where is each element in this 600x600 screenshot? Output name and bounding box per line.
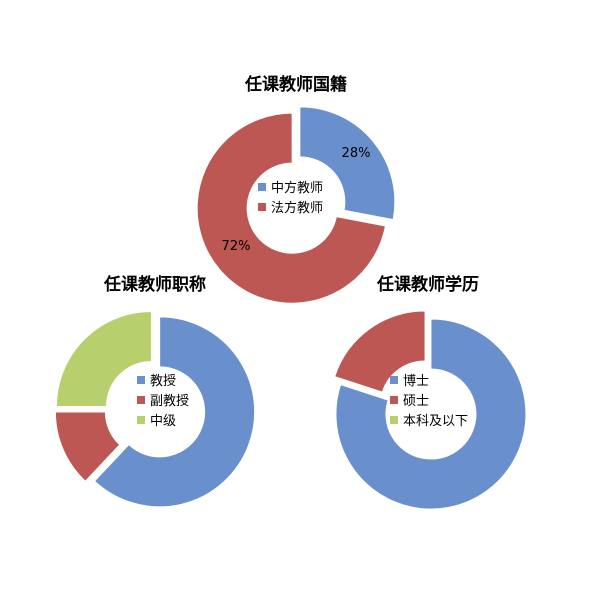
legend-swatch bbox=[390, 396, 398, 404]
legend-swatch bbox=[258, 183, 266, 191]
legend-label: 教授 bbox=[150, 373, 176, 389]
legend-label: 副教授 bbox=[150, 393, 189, 409]
chart-title: 任课教师职称 bbox=[103, 274, 206, 295]
chart-title: 任课教师学历 bbox=[376, 274, 479, 295]
legend-label: 硕士 bbox=[403, 394, 429, 409]
legend-swatch bbox=[390, 416, 398, 424]
donut-slice bbox=[299, 106, 396, 221]
legend-label: 法方教师 bbox=[271, 200, 323, 216]
legend-label: 博士 bbox=[403, 374, 429, 389]
data-label: 72% bbox=[222, 239, 251, 254]
legend-label: 中方教师 bbox=[271, 180, 323, 196]
chart-title: 任课教师国籍 bbox=[244, 74, 347, 95]
donut-slice bbox=[196, 112, 387, 304]
donut-slice bbox=[55, 310, 152, 407]
donut-slice bbox=[54, 411, 121, 482]
legend-swatch bbox=[137, 396, 145, 404]
legend-swatch bbox=[137, 376, 145, 384]
donut-slice bbox=[93, 316, 256, 508]
legend-swatch bbox=[258, 203, 266, 211]
data-label: 28% bbox=[342, 146, 371, 161]
legend-label: 本科及以下 bbox=[403, 414, 468, 429]
donut-slice bbox=[335, 318, 527, 510]
legend-label: 中级 bbox=[150, 414, 176, 429]
legend-swatch bbox=[137, 416, 145, 424]
legend-swatch bbox=[390, 376, 398, 384]
